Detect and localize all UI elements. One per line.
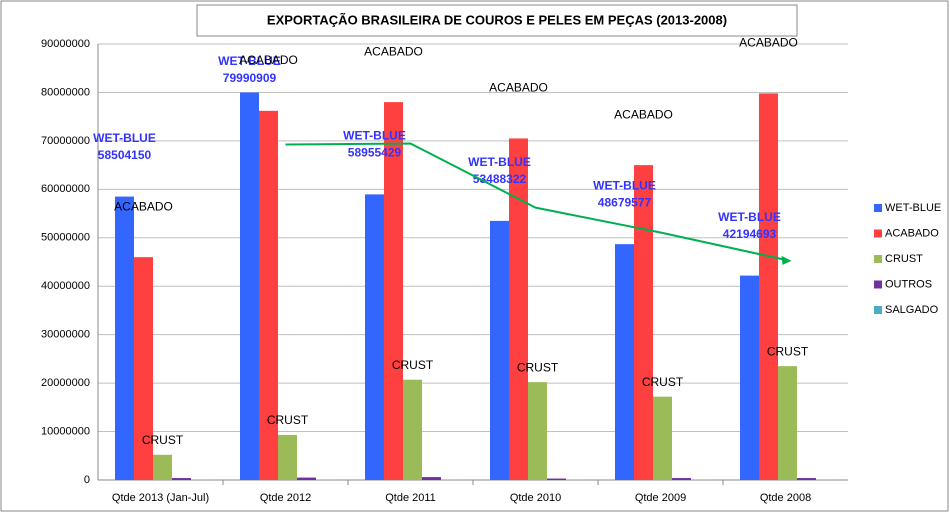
y-tick-label: 70000000 bbox=[41, 135, 90, 147]
data-label: ACABADO bbox=[614, 107, 673, 121]
legend-swatch bbox=[874, 280, 882, 289]
bar bbox=[778, 366, 797, 480]
data-label-value: 58955429 bbox=[348, 146, 402, 160]
y-tick-label: 60000000 bbox=[41, 183, 90, 195]
trendline-arrow bbox=[781, 255, 792, 265]
bar bbox=[490, 220, 509, 481]
bar bbox=[384, 102, 403, 480]
data-label: ACABADO bbox=[114, 199, 173, 213]
x-tick-label: Qtde 2008 bbox=[760, 492, 811, 504]
legend-label: WET-BLUE bbox=[885, 202, 941, 214]
bar bbox=[240, 92, 259, 480]
legend-swatch bbox=[874, 204, 882, 212]
chart-title: EXPORTAÇÃO BRASILEIRA DE COUROS E PELES … bbox=[267, 12, 727, 27]
legend-swatch bbox=[874, 229, 882, 238]
data-label-name: WET-BLUE bbox=[93, 131, 156, 145]
bar bbox=[403, 379, 422, 480]
bar bbox=[653, 396, 672, 480]
bar bbox=[153, 454, 172, 480]
data-label-name: WET-BLUE bbox=[343, 129, 406, 143]
bar bbox=[634, 165, 653, 480]
data-label-value: 58504150 bbox=[98, 148, 152, 162]
data-label-value: 48679577 bbox=[598, 195, 652, 209]
legend-swatch bbox=[874, 306, 882, 314]
y-tick-label: 30000000 bbox=[41, 329, 90, 341]
data-label: ACABADO bbox=[739, 36, 798, 50]
bar bbox=[278, 434, 297, 480]
data-label: CRUST bbox=[767, 344, 809, 358]
legend-label: CRUST bbox=[885, 253, 923, 265]
y-tick-label: 40000000 bbox=[41, 280, 90, 292]
data-label: ACABADO bbox=[364, 44, 423, 58]
x-tick-label: Qtde 2012 bbox=[260, 492, 311, 504]
bar bbox=[740, 275, 759, 480]
data-label: CRUST bbox=[517, 360, 559, 374]
data-label: CRUST bbox=[392, 358, 434, 372]
bar bbox=[759, 93, 778, 480]
data-label-value: 79990909 bbox=[223, 71, 277, 85]
bar bbox=[797, 478, 816, 480]
data-label-name: WET-BLUE bbox=[468, 155, 531, 169]
legend-label: SALGADO bbox=[885, 304, 939, 316]
data-label: CRUST bbox=[142, 433, 184, 447]
y-tick-label: 20000000 bbox=[41, 377, 90, 389]
data-label: CRUST bbox=[267, 413, 309, 427]
y-tick-label: 90000000 bbox=[41, 38, 90, 50]
data-label: ACABADO bbox=[239, 53, 298, 67]
data-label: ACABADO bbox=[489, 81, 548, 95]
legend-label: ACABADO bbox=[885, 227, 939, 239]
x-tick-label: Qtde 2011 bbox=[385, 492, 436, 504]
bar bbox=[172, 478, 191, 480]
bar bbox=[422, 477, 441, 480]
x-tick-label: Qtde 2013 (Jan-Jul) bbox=[112, 492, 209, 504]
bar bbox=[528, 382, 547, 480]
y-tick-label: 80000000 bbox=[41, 86, 90, 98]
y-tick-label: 0 bbox=[84, 474, 90, 486]
y-tick-label: 10000000 bbox=[41, 425, 90, 437]
bar bbox=[672, 478, 691, 480]
y-tick-label: 50000000 bbox=[41, 232, 90, 244]
legend-swatch bbox=[874, 255, 882, 263]
bar bbox=[259, 110, 278, 480]
x-tick-label: Qtde 2010 bbox=[510, 492, 561, 504]
bar bbox=[547, 478, 566, 480]
data-label-name: WET-BLUE bbox=[593, 178, 656, 192]
data-label: CRUST bbox=[642, 375, 684, 389]
title-box bbox=[196, 4, 798, 37]
bar bbox=[297, 477, 316, 480]
trendline bbox=[285, 142, 786, 261]
bar bbox=[509, 138, 528, 480]
x-tick-label: Qtde 2009 bbox=[635, 492, 686, 504]
bar bbox=[134, 257, 153, 480]
data-label-name: WET-BLUE bbox=[718, 210, 781, 224]
legend-label: OUTROS bbox=[885, 278, 932, 290]
bar bbox=[115, 196, 134, 480]
bar bbox=[615, 244, 634, 480]
data-label-name: WET-BLUE bbox=[218, 54, 281, 68]
data-label-value: 42194693 bbox=[723, 227, 777, 241]
bar bbox=[365, 194, 384, 481]
